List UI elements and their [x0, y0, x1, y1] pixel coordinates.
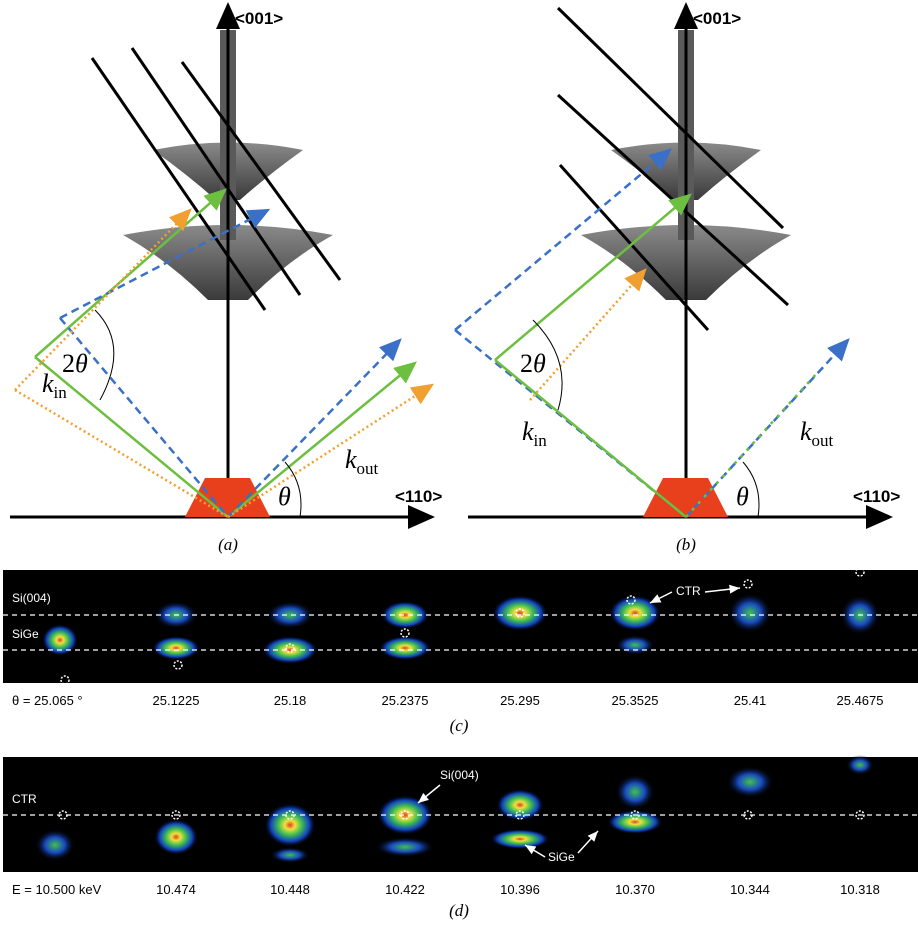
diffraction-spot	[615, 774, 655, 810]
diffraction-spot	[490, 829, 550, 849]
frame-label: 25.18	[274, 693, 307, 708]
frame-label: 10.474	[156, 882, 196, 897]
k-letter: k	[345, 445, 357, 474]
frame-label: 10.318	[840, 882, 880, 897]
diffraction-spot	[154, 819, 198, 855]
k-in-green	[35, 357, 228, 517]
diffraction-spot	[35, 829, 75, 861]
k-in-orange	[530, 270, 645, 400]
spot-label: CTR	[12, 792, 37, 806]
frame-label: 10.370	[615, 882, 655, 897]
k-label: kin	[522, 417, 547, 450]
k-subscript: out	[812, 431, 834, 450]
k-in-orange	[15, 390, 228, 517]
axis-label: <001>	[693, 9, 741, 28]
diffraction-spot	[728, 593, 772, 633]
frame-label: 25.295	[500, 693, 540, 708]
angle-label: 2θ	[520, 349, 546, 378]
k-subscript: out	[357, 459, 379, 478]
figure: <001><110>2θθkinkout(a) <001><110>2θθkin…	[0, 0, 918, 928]
spot-label: SiGe	[548, 850, 575, 864]
diffraction-spot	[726, 766, 774, 798]
spot-label: CTR	[676, 584, 701, 598]
diffraction-spot	[492, 595, 548, 631]
diffraction-spot	[152, 636, 200, 660]
frame-label: 25.4675	[837, 693, 884, 708]
axis-label: <110>	[853, 487, 900, 506]
angle-arc	[95, 310, 114, 400]
k-letter: k	[522, 417, 534, 446]
k-letter: k	[42, 369, 54, 398]
frame-label: 25.2375	[382, 693, 429, 708]
k-letter: k	[800, 417, 812, 446]
spot-label: Si(004)	[440, 768, 479, 782]
caption: (c)	[450, 716, 469, 735]
angle-theta: θ	[75, 349, 88, 378]
k-subscript: in	[54, 383, 68, 402]
frame-label: 10.422	[385, 882, 425, 897]
k-in-blue	[60, 318, 228, 517]
axis-label: <001>	[235, 9, 283, 28]
angle-theta: θ	[533, 349, 546, 378]
angle-label: θ	[278, 482, 291, 511]
diffraction-spot	[270, 847, 310, 863]
frame-label: 25.41	[734, 693, 767, 708]
diffraction-spot	[846, 755, 874, 775]
angle-two: 2	[520, 349, 533, 378]
spot-label: Si(004)	[12, 591, 51, 605]
caption: (d)	[449, 901, 469, 920]
frame-label: 10.448	[270, 882, 310, 897]
angle-label: θ	[736, 482, 749, 511]
diffraction-spot	[375, 837, 435, 857]
diffraction-spot	[496, 789, 544, 821]
diffraction-spot	[379, 636, 431, 660]
angle-two: 2	[62, 349, 75, 378]
frame-label: 10.396	[500, 882, 540, 897]
k-label: kout	[800, 417, 834, 450]
panel-c: Si(004) SiGe CTR θ = 25.065 ° 25.1225 25.18 25…	[3, 568, 918, 735]
diffraction-spot	[264, 803, 316, 847]
k-label: kout	[345, 445, 379, 478]
frame-label: θ = 25.065 °	[12, 693, 83, 708]
diffraction-spot	[615, 635, 655, 655]
k-subscript: in	[534, 431, 548, 450]
k-out-green	[228, 363, 415, 517]
caption: (b)	[676, 535, 696, 554]
spot-label: SiGe	[12, 627, 39, 641]
frame-label: 25.1225	[153, 693, 200, 708]
frame-label: 25.3525	[612, 693, 659, 708]
detector-strip	[3, 570, 918, 683]
page: {"panel_a": {"axis_vertical": "<001>", "…	[0, 0, 918, 928]
diffraction-spot	[42, 624, 78, 656]
diffraction-spot	[607, 810, 663, 834]
frame-label: E = 10.500 keV	[12, 882, 102, 897]
axis-label: <110>	[395, 487, 442, 506]
angle-label: 2θ	[62, 349, 88, 378]
caption: (a)	[218, 535, 238, 554]
frame-label: 10.344	[730, 882, 770, 897]
panel-d: CTR Si(004) SiGe E = 10.500 keV 10.474 10.448…	[3, 755, 918, 920]
